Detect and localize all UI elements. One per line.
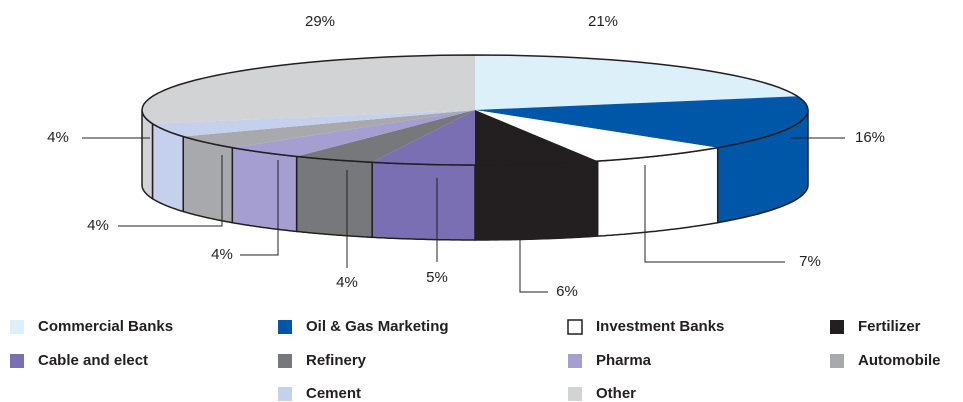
legend-label: Commercial Banks bbox=[38, 318, 173, 335]
value-label: 5% bbox=[426, 269, 448, 286]
slice bbox=[232, 110, 475, 157]
legend-label: Cement bbox=[306, 385, 361, 402]
slice bbox=[152, 110, 475, 137]
slice-side bbox=[151, 122, 184, 213]
legend-swatch bbox=[278, 354, 292, 368]
value-label: 4% bbox=[336, 274, 358, 291]
legend-label: Fertilizer bbox=[858, 318, 921, 335]
legend-label: Automobile bbox=[858, 352, 941, 369]
leader-line bbox=[118, 155, 223, 227]
leader-line bbox=[519, 215, 548, 293]
legend-swatch bbox=[278, 387, 292, 401]
legend-swatch bbox=[10, 354, 24, 368]
slice-side bbox=[371, 161, 476, 241]
value-label: 4% bbox=[87, 217, 109, 234]
legend-label: Cable and elect bbox=[38, 352, 148, 369]
legend-swatch bbox=[10, 320, 24, 334]
slice bbox=[372, 110, 475, 165]
legend-swatch bbox=[568, 354, 582, 368]
value-label: 29% bbox=[305, 13, 335, 30]
legend-swatch bbox=[830, 354, 844, 368]
slice bbox=[475, 110, 598, 165]
slice bbox=[475, 110, 718, 162]
legend-swatch bbox=[567, 319, 583, 335]
slice bbox=[183, 110, 475, 148]
slice-side bbox=[474, 160, 599, 241]
legend-label: Other bbox=[596, 385, 636, 402]
slice-side bbox=[295, 155, 373, 239]
legend-label: Oil & Gas Marketing bbox=[306, 318, 449, 335]
leader-line bbox=[644, 165, 785, 263]
legend-swatch bbox=[830, 320, 844, 334]
value-label: 7% bbox=[799, 253, 821, 270]
legend-label: Refinery bbox=[306, 352, 367, 369]
slice-side bbox=[596, 146, 719, 237]
slice bbox=[142, 55, 475, 124]
leader-line bbox=[240, 160, 279, 256]
value-label: 6% bbox=[556, 283, 578, 300]
value-label: 4% bbox=[47, 129, 69, 146]
slice bbox=[296, 110, 475, 163]
legend-swatch bbox=[278, 320, 292, 334]
slice-side bbox=[231, 146, 298, 233]
pie-rim bbox=[141, 54, 809, 166]
legend-label: Investment Banks bbox=[596, 318, 724, 335]
legend-label: Pharma bbox=[596, 352, 652, 369]
legend-swatch bbox=[568, 387, 582, 401]
value-label: 21% bbox=[588, 13, 618, 30]
value-label: 16% bbox=[855, 129, 885, 146]
slice-side bbox=[182, 135, 234, 224]
slice bbox=[475, 55, 798, 110]
slice bbox=[475, 96, 808, 148]
value-label: 4% bbox=[211, 246, 233, 263]
